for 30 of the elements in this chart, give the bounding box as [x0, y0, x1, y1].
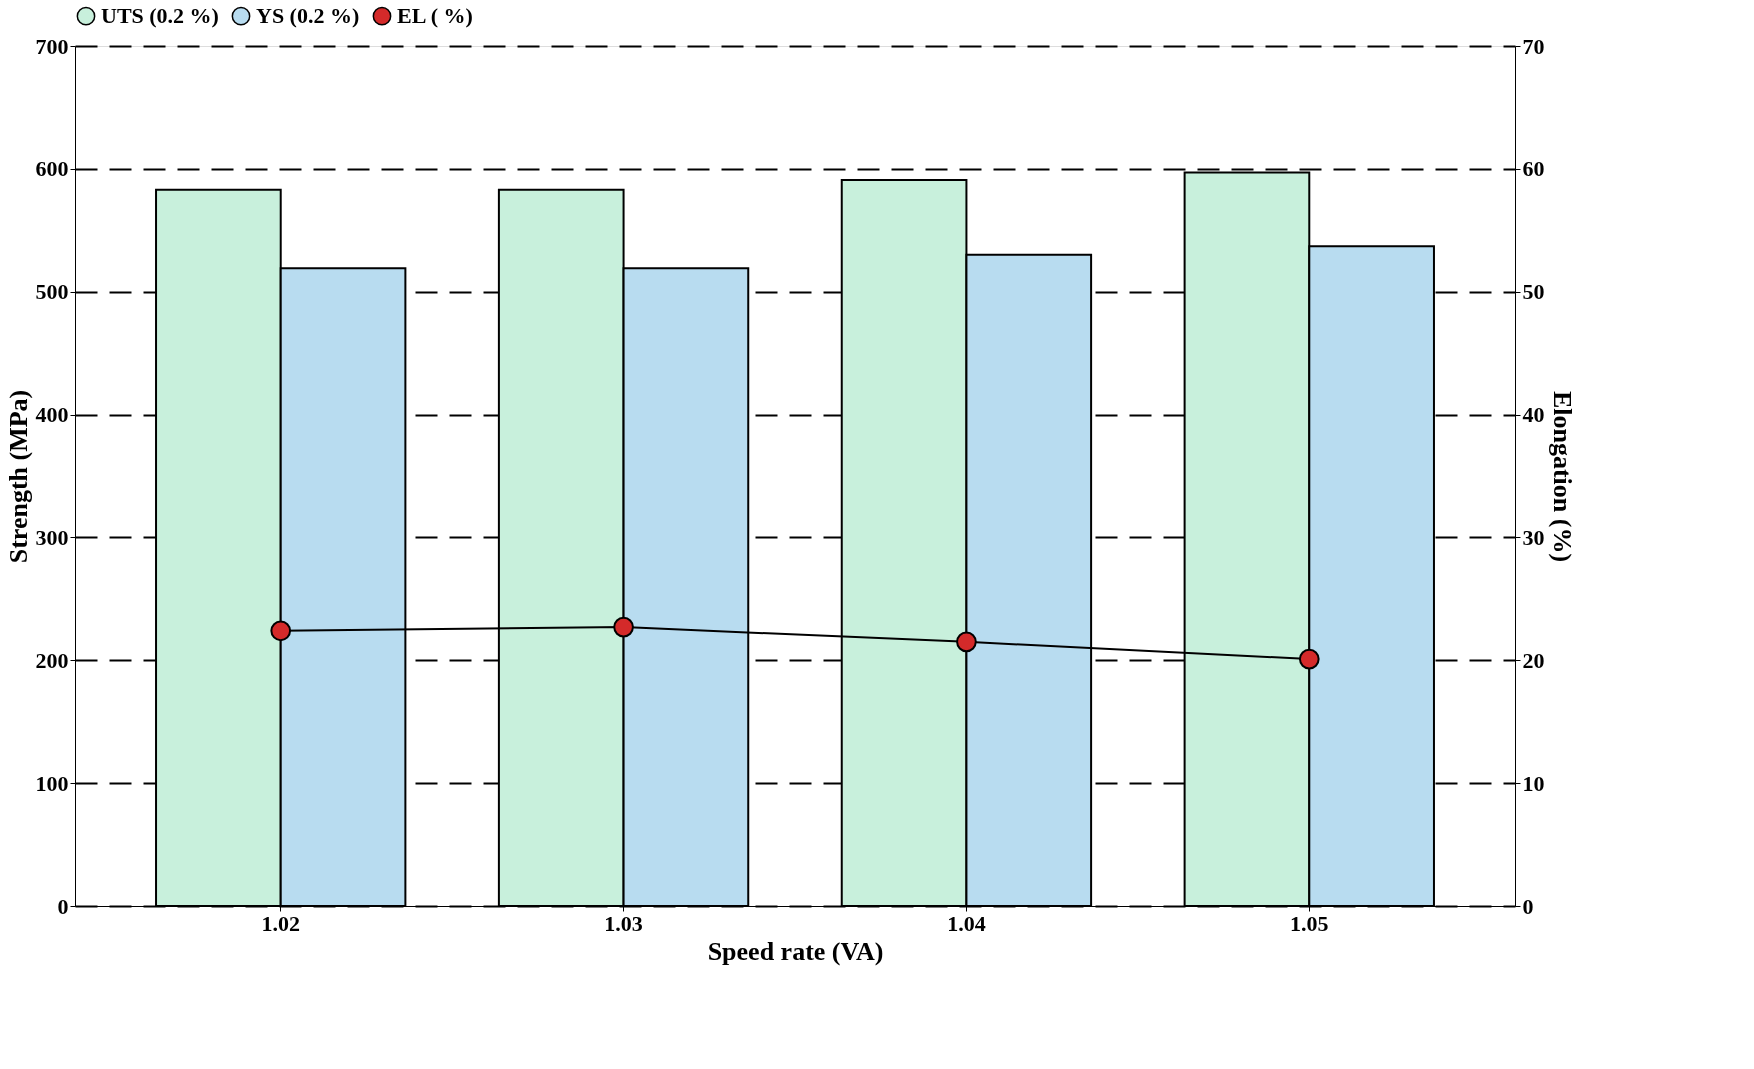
y-tick-label: 300 — [35, 524, 69, 550]
legend-label: EL ( %) — [397, 3, 473, 29]
y2-tick-label: 60 — [1522, 156, 1545, 182]
y-tick-label: 200 — [35, 647, 69, 673]
y-axis-title: Strength (MPa) — [3, 389, 33, 564]
x-tick-label: 1.05 — [1290, 910, 1329, 936]
x-axis-title: Speed rate (VA) — [707, 936, 884, 966]
y2-axis-title: Elongation (%) — [1547, 390, 1577, 563]
y-tick-label: 0 — [57, 893, 69, 919]
y-tick-label: 600 — [35, 156, 69, 182]
point — [1298, 648, 1320, 670]
point — [956, 631, 977, 653]
y-tick-label: 400 — [35, 402, 69, 428]
y2-tick-label: 20 — [1522, 647, 1545, 673]
legend-label: YS (0.2 %) — [256, 3, 360, 29]
y2-tick-label: 10 — [1522, 770, 1545, 796]
point — [270, 620, 292, 642]
y-tick-label: 100 — [35, 770, 69, 796]
y-tick-label: 500 — [35, 279, 69, 305]
y2-tick-label: 30 — [1522, 524, 1545, 550]
legend-label: UTS (0.2 %) — [101, 3, 219, 29]
y2-tick-label: 70 — [1522, 33, 1545, 59]
y2-tick-label: 0 — [1522, 893, 1534, 919]
point — [613, 616, 634, 638]
y-tick-label: 700 — [35, 33, 69, 59]
x-tick-label: 1.04 — [947, 910, 986, 936]
y2-tick-label: 50 — [1522, 279, 1545, 305]
x-tick-label: 1.03 — [604, 910, 643, 936]
x-tick-label: 1.02 — [261, 910, 300, 936]
y2-tick-label: 40 — [1522, 402, 1545, 428]
